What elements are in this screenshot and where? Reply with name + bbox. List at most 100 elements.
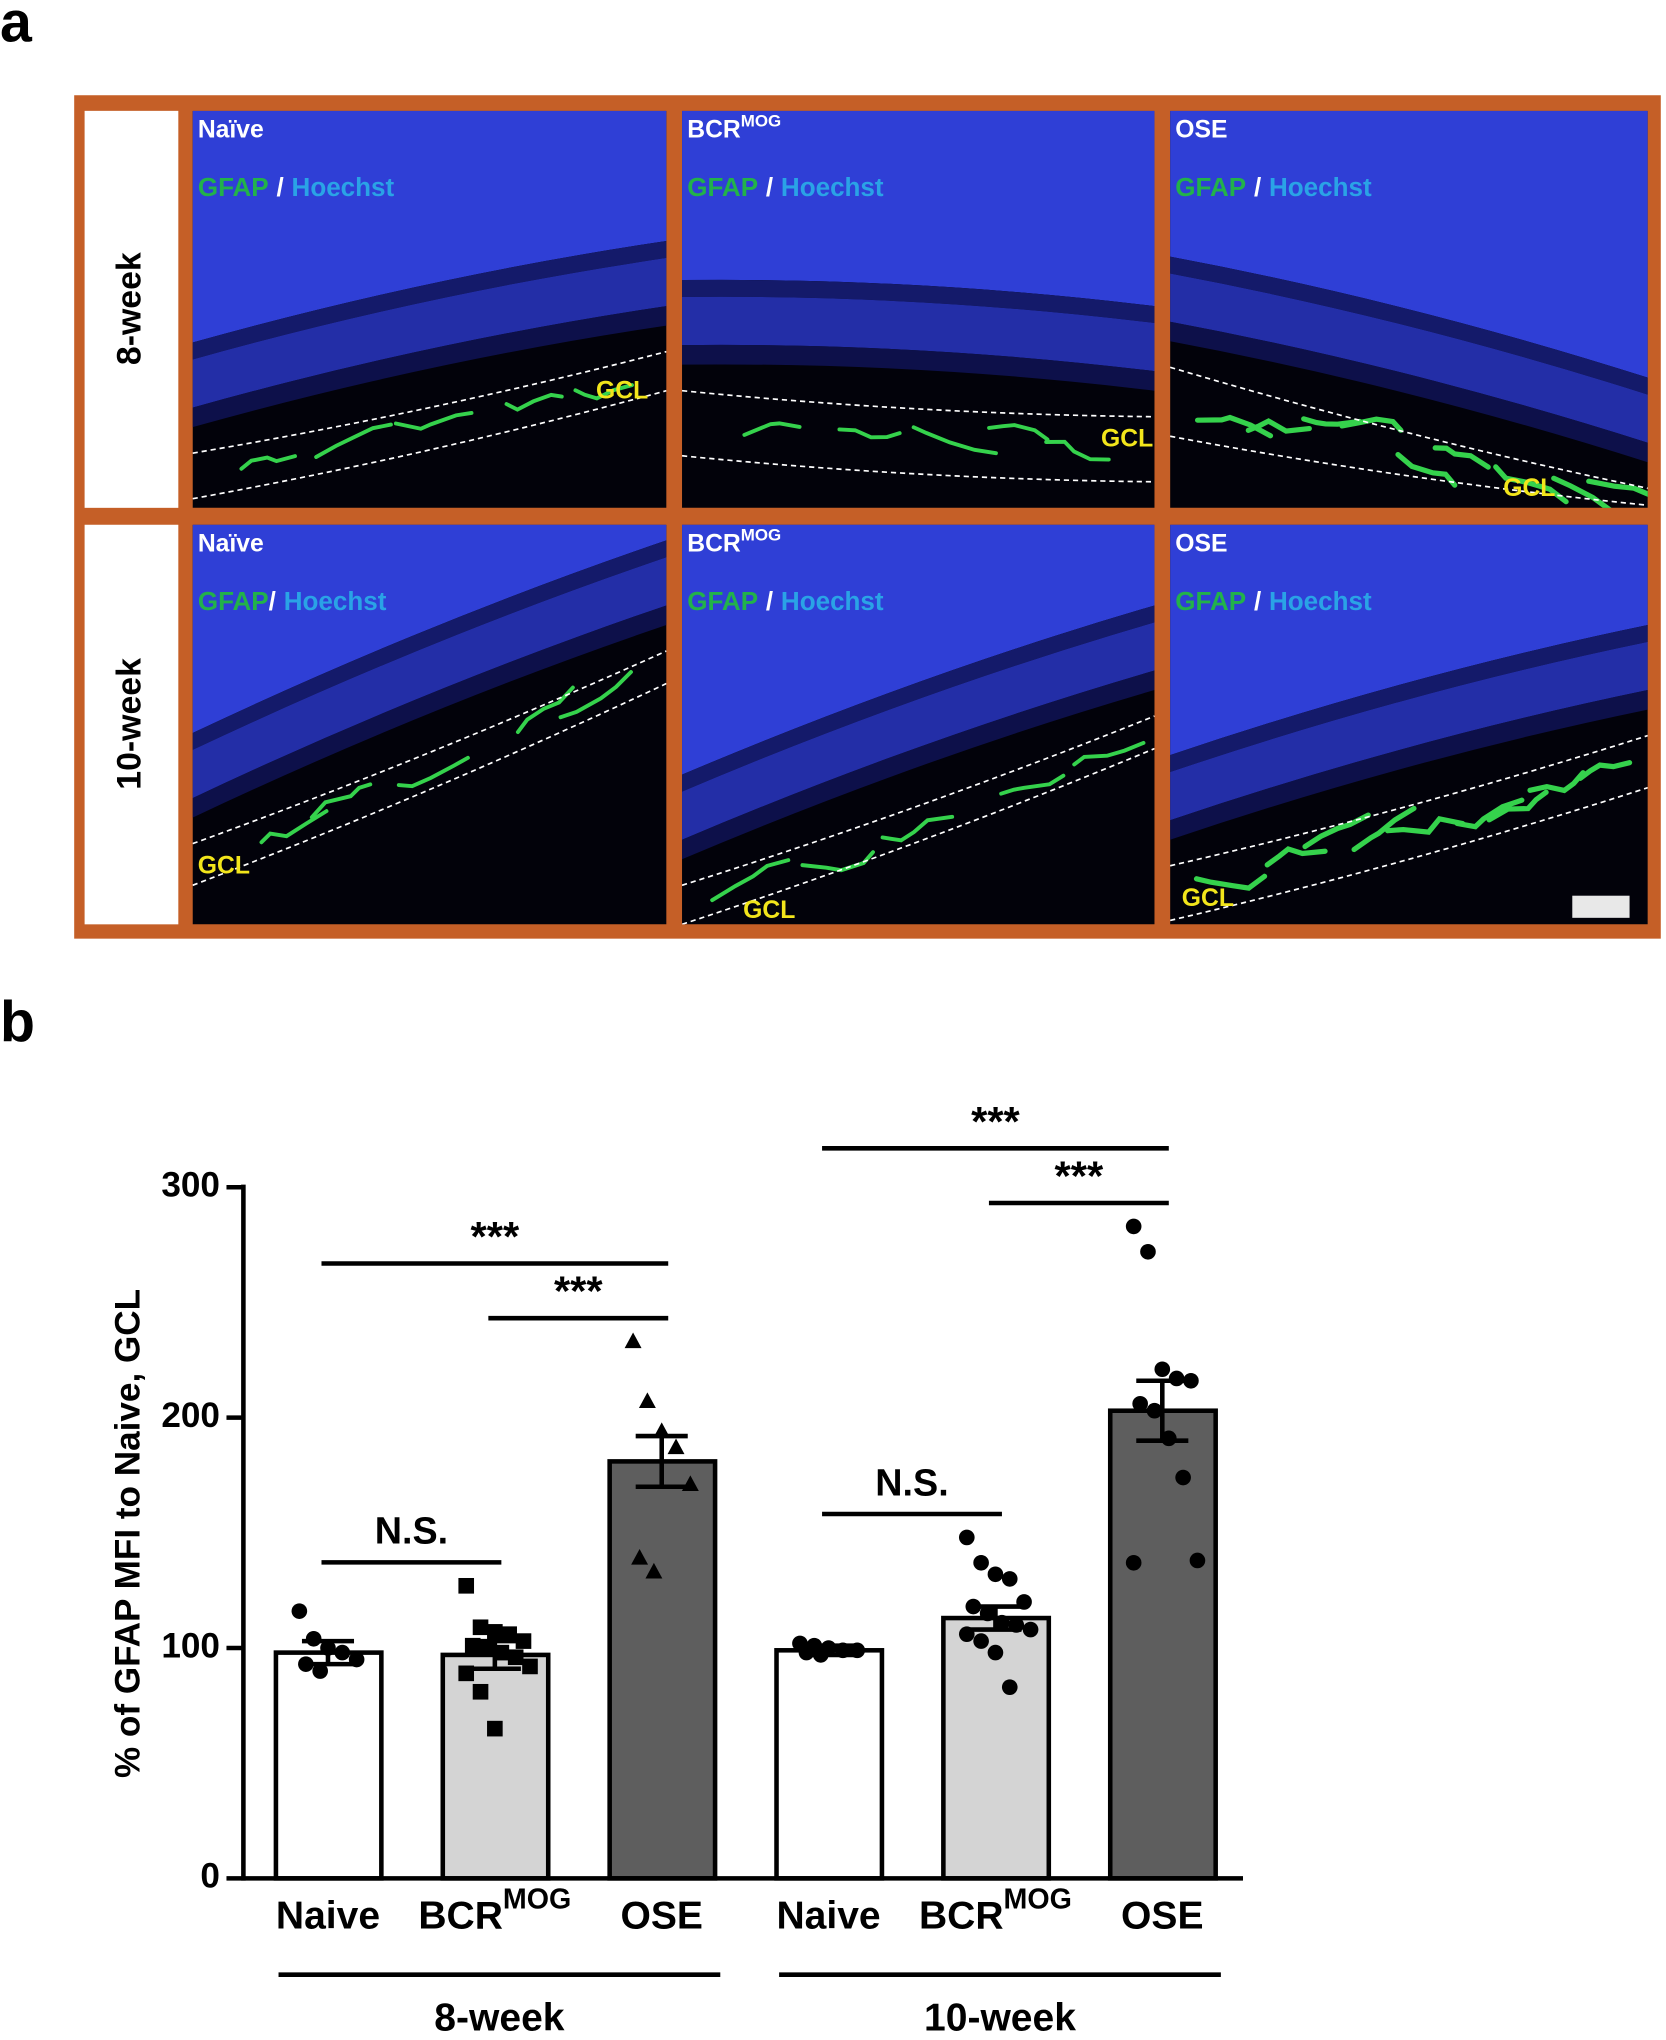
panel-title-text: BCR xyxy=(687,530,741,557)
data-point xyxy=(1154,1361,1171,1378)
row-label: 10-week xyxy=(110,658,148,790)
significance-label: N.S. xyxy=(375,1510,448,1552)
nuclear-layer xyxy=(1170,256,1648,395)
stain-separator: / xyxy=(276,172,283,202)
data-point xyxy=(958,1529,975,1546)
nuclear-layer xyxy=(1170,690,1648,840)
gcl-boundary xyxy=(1170,435,1648,507)
bar xyxy=(607,1459,718,1881)
panel-title: BCRMOG xyxy=(687,526,781,557)
data-point xyxy=(645,1562,663,1579)
panel-title-text: Naïve xyxy=(198,116,264,143)
data-point xyxy=(979,1605,996,1622)
region-label: GCL xyxy=(1101,426,1153,453)
stain-2: Hoechst xyxy=(1269,586,1372,616)
nuclear-layer xyxy=(1170,273,1648,443)
gfap-signal xyxy=(573,383,634,401)
nuclear-layer xyxy=(192,241,667,360)
stain-legend: GFAP/Hoechst xyxy=(687,172,884,202)
gfap-signal xyxy=(309,782,373,820)
significance-label: *** xyxy=(971,1098,1020,1145)
error-bar xyxy=(468,1638,521,1672)
panel-label: b xyxy=(0,990,35,1054)
stain-1: GFAP xyxy=(198,586,269,616)
nuclear-layer xyxy=(1170,321,1648,463)
data-point xyxy=(1175,1469,1191,1486)
category-superscript: MOG xyxy=(1004,1883,1072,1915)
row-label: 8-week xyxy=(110,252,148,365)
gfap-signal xyxy=(1384,815,1466,835)
category-superscript: MOG xyxy=(503,1883,571,1915)
gfap-signal xyxy=(1351,805,1417,853)
error-bar xyxy=(301,1638,355,1667)
data-point xyxy=(458,1577,475,1594)
micrograph xyxy=(1170,524,1648,925)
panel-title-text: Naïve xyxy=(198,530,264,557)
data-point xyxy=(312,1663,328,1679)
stain-legend: GFAP/Hoechst xyxy=(198,172,395,202)
data-point xyxy=(1125,1554,1142,1571)
data-point xyxy=(631,1549,649,1565)
data-point xyxy=(1001,1571,1018,1587)
nuclear-layer xyxy=(682,605,1155,792)
nuclear-layer xyxy=(192,605,667,818)
nuclear-layer xyxy=(682,344,1155,391)
gfap-signal xyxy=(1302,812,1371,850)
stain-1: GFAP xyxy=(1175,172,1246,202)
gfap-signal xyxy=(515,685,575,735)
nuclear-layer xyxy=(1170,110,1648,378)
gfap-signal xyxy=(1339,416,1404,433)
stain-separator: / xyxy=(1254,586,1261,616)
nuclear-layer xyxy=(682,279,1155,324)
data-point xyxy=(624,1332,642,1349)
nuclear-layer xyxy=(682,622,1155,840)
region-label: GCL xyxy=(198,853,250,880)
gfap-signal xyxy=(1193,873,1268,891)
gfap-signal xyxy=(837,427,902,440)
data-point xyxy=(1189,1552,1206,1569)
micrograph xyxy=(1170,110,1648,508)
data-point xyxy=(1140,1243,1156,1260)
nuclear-layer xyxy=(192,306,667,428)
significance-label: N.S. xyxy=(875,1461,948,1503)
stain-1: GFAP xyxy=(687,586,758,616)
category: OSE xyxy=(620,1895,702,1938)
gfap-signal xyxy=(259,809,329,845)
stain-separator: / xyxy=(766,586,773,616)
gcl-boundary xyxy=(682,715,1155,887)
gfap-signal xyxy=(1044,439,1111,462)
bar xyxy=(1107,1408,1218,1881)
stain-legend: GFAP/Hoechst xyxy=(198,586,387,616)
region-label: GCL xyxy=(743,897,795,924)
region-label: GCL xyxy=(596,378,648,405)
group-label: 8-week xyxy=(434,1997,564,2040)
gcl-boundary xyxy=(682,747,1155,925)
data-point xyxy=(487,1720,503,1737)
data-point xyxy=(522,1658,538,1675)
y-tick-label: 0 xyxy=(200,1857,220,1896)
nuclear-layer xyxy=(682,110,1155,307)
gfap-signal xyxy=(710,858,791,903)
nuclear-layer xyxy=(1170,624,1648,773)
gfap-signal xyxy=(1395,451,1458,488)
panel-title-text: BCR xyxy=(687,116,741,143)
gfap-signal xyxy=(1586,478,1648,497)
data-point xyxy=(472,1683,489,1700)
data-point xyxy=(507,1649,524,1666)
gcl-boundary xyxy=(192,389,667,500)
micrograph xyxy=(192,524,667,925)
stain-separator: / xyxy=(766,172,773,202)
micrograph xyxy=(682,110,1155,508)
stain-1: GFAP xyxy=(1175,586,1246,616)
data-point xyxy=(1146,1402,1163,1419)
data-point xyxy=(987,1566,1004,1583)
data-point xyxy=(667,1438,685,1455)
gfap-signal xyxy=(1493,464,1569,505)
nuclear-layer xyxy=(682,670,1155,860)
stain-2: Hoechst xyxy=(292,172,395,202)
data-point xyxy=(305,1630,322,1647)
data-point xyxy=(515,1633,532,1649)
error-bar xyxy=(969,1604,1022,1632)
error-bar xyxy=(802,1643,855,1658)
